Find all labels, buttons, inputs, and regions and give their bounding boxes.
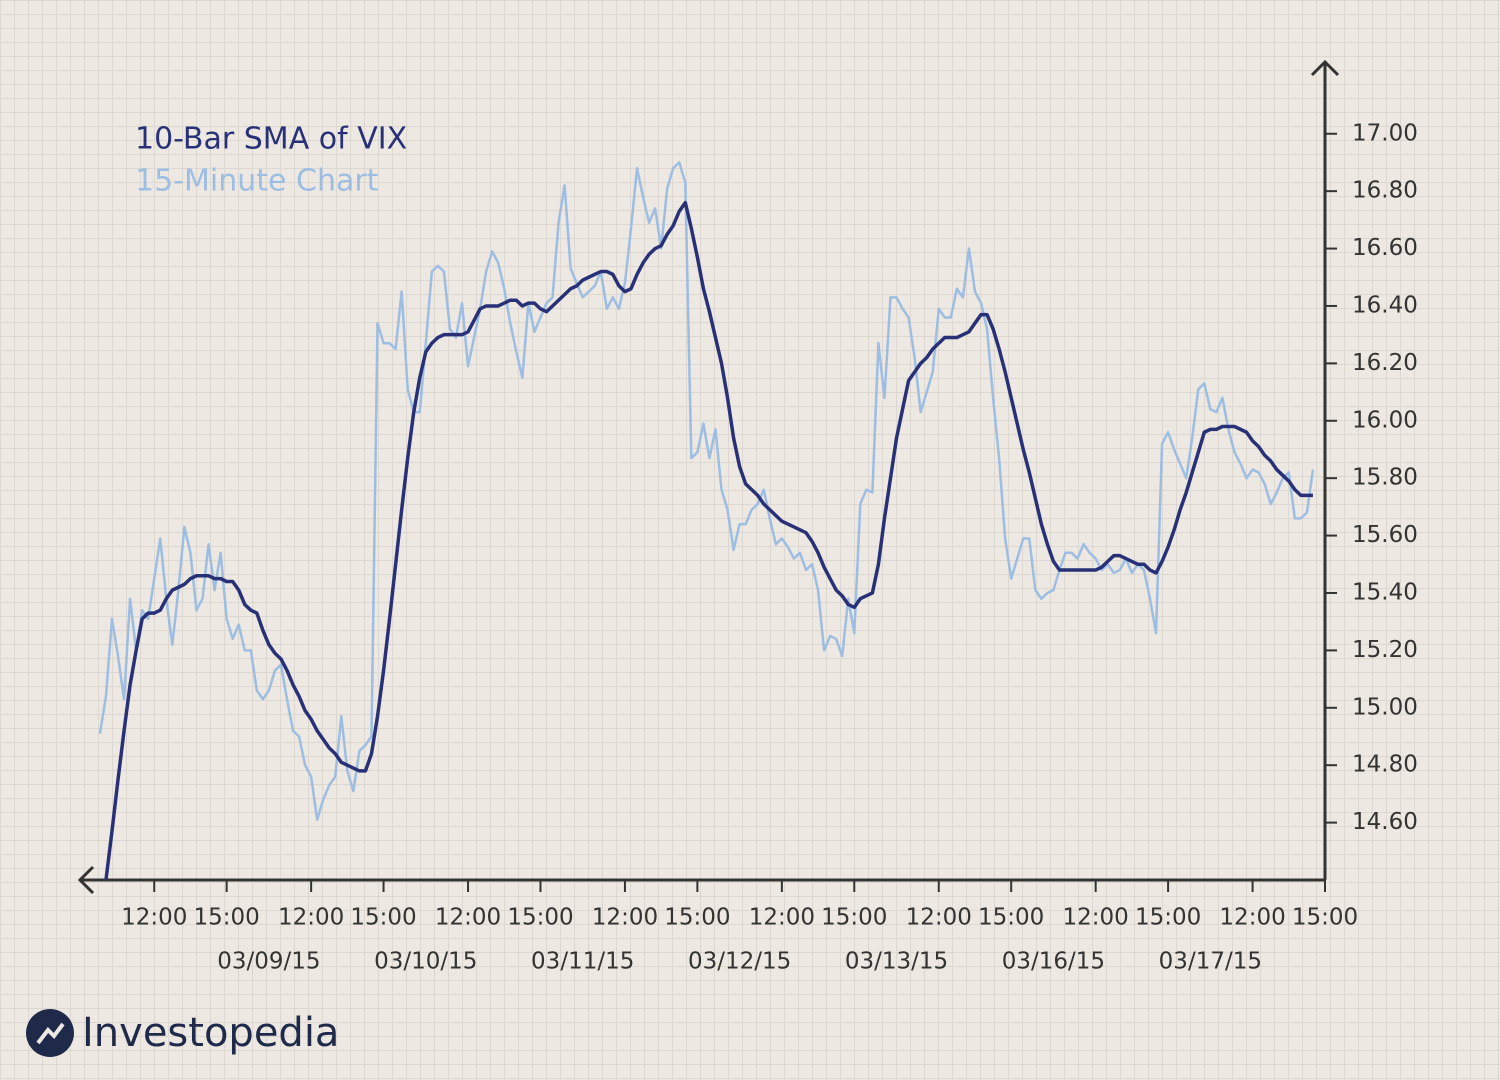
x-tick-label: 15:00: [1135, 905, 1201, 931]
x-tick-label: 15:00: [193, 905, 259, 931]
y-tick-label: 16.60: [1352, 235, 1418, 261]
y-tick-label: 15.20: [1352, 637, 1418, 663]
y-tick-label: 16.40: [1352, 292, 1418, 318]
x-tick-label: 12:00: [1219, 905, 1285, 931]
y-tick-label: 16.20: [1352, 350, 1418, 376]
y-tick-label: 15.80: [1352, 465, 1418, 491]
x-tick-label: 15:00: [664, 905, 730, 931]
x-tick-label: 12:00: [435, 905, 501, 931]
legend-entry: 10-Bar SMA of VIX: [135, 122, 407, 157]
logo: Investopedia: [26, 1009, 339, 1057]
y-tick-label: 14.80: [1352, 752, 1418, 778]
date-label: 03/16/15: [1002, 949, 1105, 975]
y-tick-label: 15.40: [1352, 579, 1418, 605]
series-line: [98, 161, 1315, 821]
legend-entry: 15-Minute Chart: [135, 164, 379, 199]
date-label: 03/11/15: [531, 949, 634, 975]
x-tick-label: 12:00: [592, 905, 658, 931]
x-tick-label: 12:00: [1063, 905, 1129, 931]
y-tick-label: 16.00: [1352, 407, 1418, 433]
brand: Investopedia: [82, 1010, 339, 1056]
x-axis-arrow: [77, 865, 95, 895]
y-tick-label: 17.00: [1352, 120, 1418, 146]
y-tick-label: 14.60: [1352, 809, 1418, 835]
x-tick-label: 15:00: [507, 905, 573, 931]
logo-mark: [36, 1022, 65, 1045]
date-label: 03/09/15: [217, 949, 320, 975]
x-tick-label: 15:00: [821, 905, 887, 931]
x-tick-label: 12:00: [121, 905, 187, 931]
series-line: [104, 200, 1313, 881]
date-label: 03/13/15: [845, 949, 948, 975]
date-label: 03/10/15: [374, 949, 477, 975]
y-tick-label: 15.60: [1352, 522, 1418, 548]
x-tick-label: 12:00: [278, 905, 344, 931]
x-tick-label: 15:00: [978, 905, 1044, 931]
x-tick-label: 12:00: [906, 905, 972, 931]
y-axis-arrow: [1310, 59, 1340, 77]
y-tick-label: 15.00: [1352, 694, 1418, 720]
y-tick-label: 16.80: [1352, 178, 1418, 204]
date-label: 03/12/15: [688, 949, 791, 975]
x-tick-label: 15:00: [1292, 905, 1358, 931]
date-label: 03/17/15: [1159, 949, 1262, 975]
x-tick-label: 15:00: [350, 905, 416, 931]
x-tick-label: 12:00: [749, 905, 815, 931]
